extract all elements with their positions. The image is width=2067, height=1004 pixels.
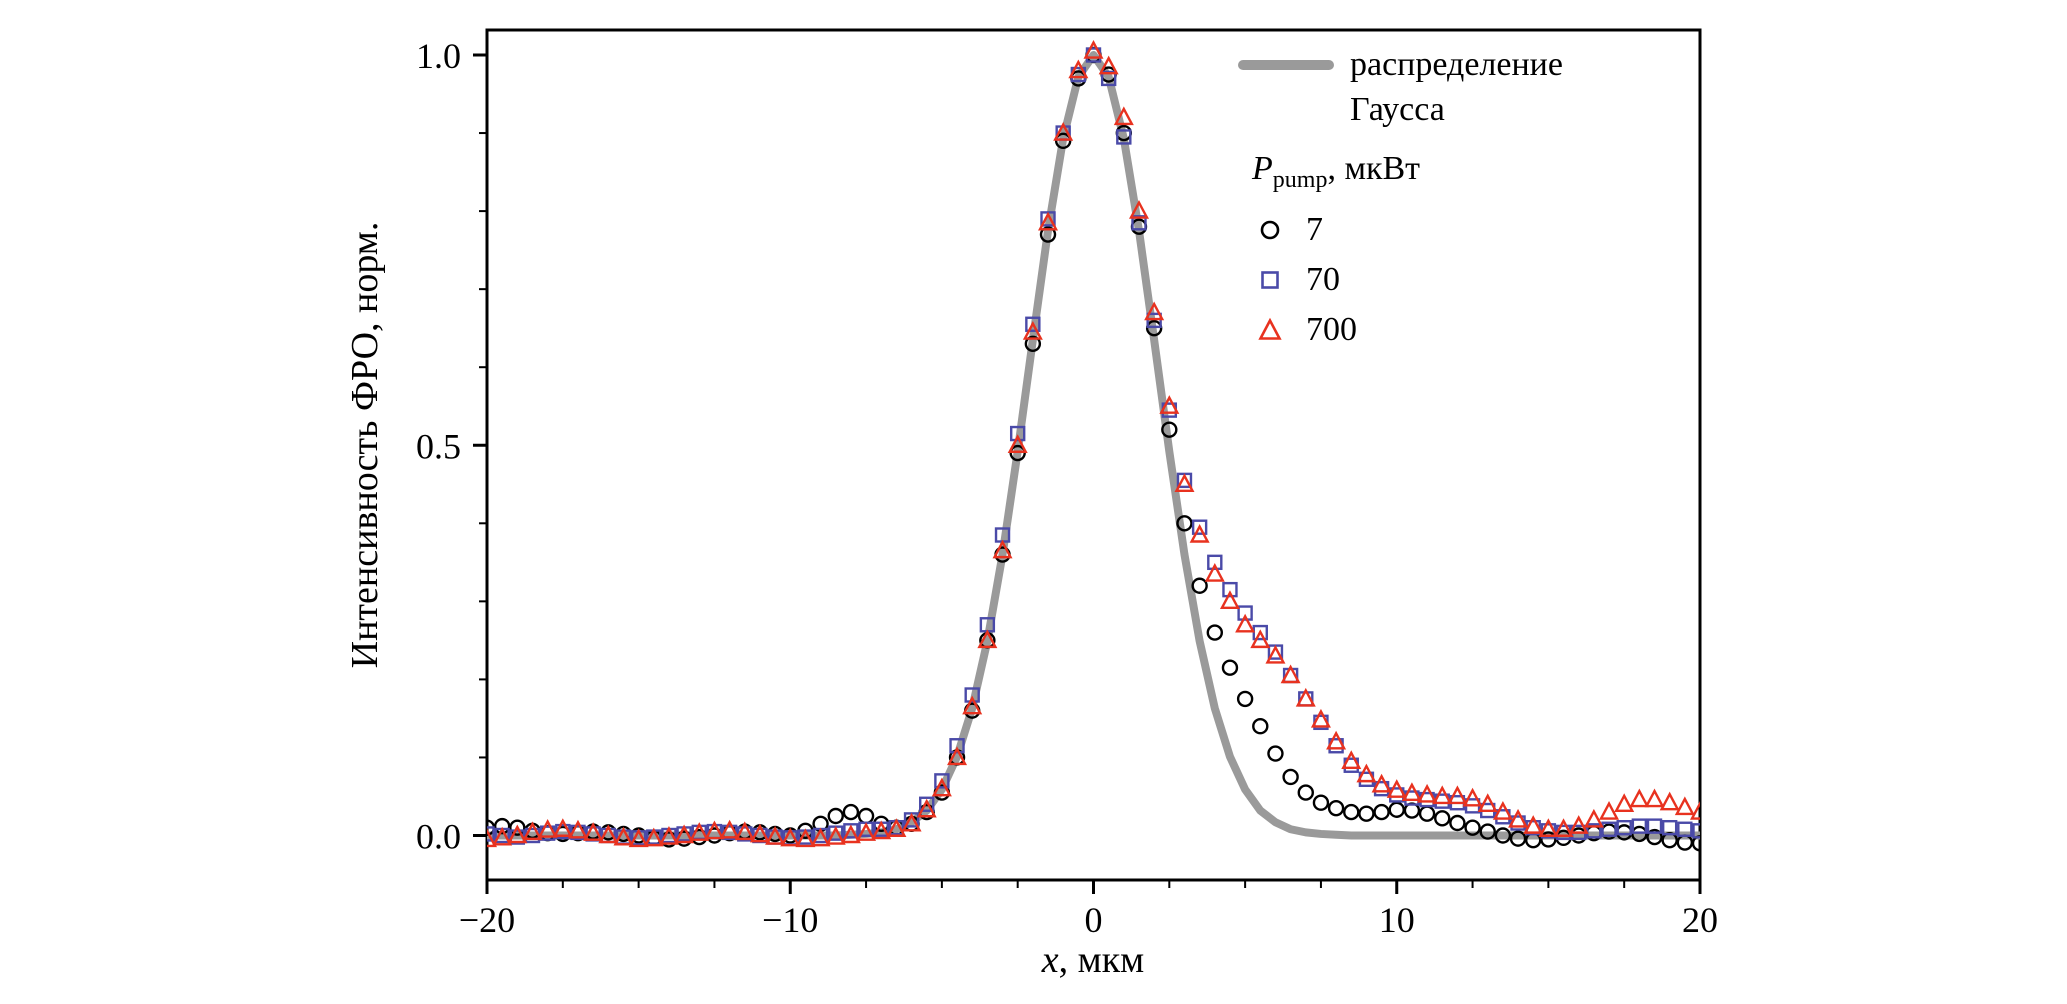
legend: распределение Гаусса Ppump, мкВт 7 70 70… (1238, 42, 1668, 355)
square-marker-icon (1261, 270, 1279, 289)
legend-entry-700: 700 (1256, 305, 1668, 355)
x-axis-label-unit: , мкм (1058, 939, 1145, 981)
circle-marker-swatch (1260, 220, 1280, 240)
x-axis-label-variable: x (1041, 939, 1059, 981)
y-tick-label: 1.0 (416, 36, 461, 76)
legend-entry-70: 70 (1256, 255, 1668, 305)
x-axis-label: x, мкм (1042, 938, 1144, 982)
legend-label-700: 700 (1306, 310, 1357, 348)
legend-entry-gauss: распределение Гаусса (1238, 42, 1668, 132)
legend-pump-subscript: pump (1272, 166, 1328, 193)
legend-gauss-label: распределение Гаусса (1350, 42, 1563, 132)
legend-label-70: 70 (1306, 260, 1340, 298)
x-tick-label: −10 (762, 900, 818, 940)
x-tick-label: −20 (459, 900, 515, 940)
legend-gauss-label-line2: Гаусса (1350, 91, 1445, 128)
x-axis-minor-ticks (561, 880, 1626, 888)
circle-marker-icon (1260, 220, 1280, 240)
y-tick-label: 0.0 (416, 817, 461, 857)
y-axis-label: Интенсивность ФРО, норм. (344, 221, 386, 669)
legend-label-7: 7 (1306, 210, 1323, 248)
x-tick-label: 10 (1379, 900, 1415, 940)
x-tick-label: 0 (1085, 900, 1103, 940)
triangle-marker-swatch (1258, 317, 1282, 340)
gauss-line-swatch (1238, 60, 1334, 70)
y-axis-ticks (473, 53, 487, 837)
legend-pump-unit: , мкВт (1327, 150, 1421, 187)
triangle-marker-icon (1258, 317, 1282, 340)
legend-pump-title: Ppump, мкВт (1252, 146, 1668, 203)
legend-pump-symbol: P (1252, 150, 1273, 187)
x-tick-label: 20 (1682, 900, 1718, 940)
series-700-markers (487, 40, 1700, 848)
legend-entry-7: 7 (1256, 205, 1668, 255)
y-tick-label: 0.5 (416, 426, 461, 466)
x-axis-ticks (485, 880, 1702, 894)
legend-gauss-label-line1: распределение (1350, 46, 1563, 83)
square-marker-swatch (1261, 270, 1279, 289)
gauss-line-icon (1238, 60, 1334, 70)
y-axis-minor-ticks (479, 132, 487, 759)
